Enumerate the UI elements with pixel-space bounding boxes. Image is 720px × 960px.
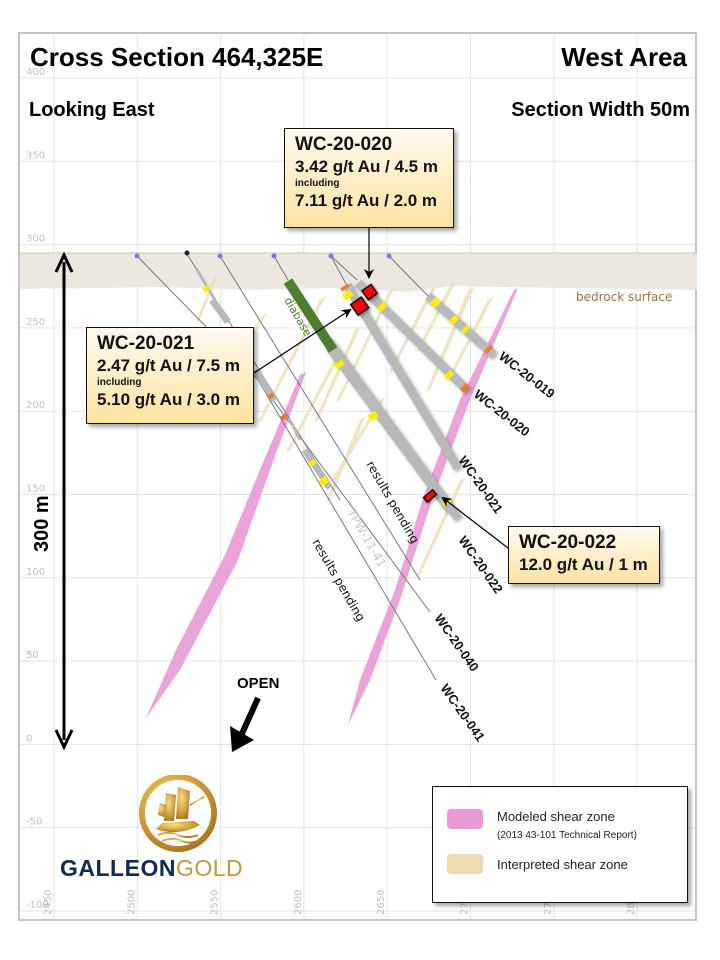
high-grade-wc-20-022: [422, 488, 438, 504]
x-tick-label: 2550: [210, 890, 221, 915]
y-tick-label: 100: [26, 567, 45, 578]
high-grade-markers: [349, 283, 438, 504]
y-tick-label: -50: [26, 817, 42, 828]
x-tick-label: 2500: [126, 890, 137, 915]
y-tick-label: 0: [26, 733, 32, 744]
collar-points: [134, 250, 392, 259]
legend-label-interpreted: Interpreted shear zone: [497, 857, 628, 872]
trace-diabase-hole: [326, 345, 454, 513]
logo-word-gold: GOLD: [175, 855, 244, 881]
tpw-11-41-label: TPW-11-41: [344, 506, 389, 570]
y-tick-label: 200: [26, 400, 45, 411]
callout-hole-id: WC-20-020: [295, 134, 393, 155]
logo-word-galleon: GALLEON: [60, 855, 176, 881]
logo-wordmark: GALLEONGOLD: [60, 855, 243, 882]
callout-grade-primary: 2.47 g/t Au / 7.5 m: [97, 356, 240, 375]
legend-label-modeled: Modeled shear zone: [497, 809, 615, 824]
y-tick-label: 250: [26, 317, 45, 328]
view-direction: Looking East: [29, 99, 155, 121]
callout-wc-20-020: WC-20-020 3.42 g/t Au / 4.5 m including …: [284, 128, 454, 228]
callout-grade-secondary: 7.11 g/t Au / 2.0 m: [295, 191, 438, 210]
area-title: West Area: [561, 42, 687, 72]
y-tick-label: 50: [26, 650, 39, 661]
hole-label-wc-20-022: WC-20-022: [456, 533, 506, 596]
x-tick-label: 2600: [293, 890, 304, 915]
overburden-band: [20, 253, 697, 292]
hole-label-wc-20-020: WC-20-020: [471, 387, 533, 440]
callout-including: including: [295, 178, 340, 189]
y-tick-label: -100: [26, 900, 49, 911]
diabase-unit: [283, 278, 338, 353]
callout-including: including: [97, 377, 142, 388]
galleon-ship-emblem-icon: [139, 775, 217, 852]
open-arrow-icon: [230, 696, 261, 752]
modeled-shear-zones: [146, 288, 518, 725]
x-tick-label: 27: [460, 902, 471, 915]
x-axis-ticks: 2450 2500 2550 2600 2650 27 27 28: [43, 890, 637, 915]
y-tick-label: 300: [26, 234, 45, 245]
callout-grade-secondary: 5.10 g/t Au / 3.0 m: [97, 390, 240, 409]
hole-label-wc-20-040: WC-20-040: [432, 611, 482, 674]
legend-swatch-modeled: [447, 809, 483, 829]
callout-hole-id: WC-20-021: [97, 333, 195, 354]
y-axis-ticks: 400 350 300 250 200 150 100 50 0 -50 -100: [26, 67, 49, 911]
assay-intervals: [202, 283, 494, 507]
callout-leaders: [253, 228, 509, 549]
galleon-gold-logo: GALLEONGOLD: [58, 775, 254, 883]
trace-wc-20-021: [343, 282, 462, 471]
x-tick-label: 27: [543, 902, 554, 915]
hole-label-wc-20-041: WC-20-041: [438, 681, 488, 744]
x-tick-label: 2650: [376, 890, 387, 915]
section-title: Cross Section 464,325E: [30, 42, 324, 72]
callout-wc-20-021: WC-20-021 2.47 g/t Au / 7.5 m including …: [86, 327, 254, 424]
callout-wc-20-022: WC-20-022 12.0 g/t Au / 1 m: [508, 526, 660, 584]
x-tick-label: 2450: [43, 890, 54, 915]
open-label: OPEN: [237, 675, 280, 692]
scale-bar: [54, 251, 74, 751]
legend-label-modeled-source: (2013 43-101 Technical Report): [497, 830, 637, 841]
legend: Modeled shear zone (2013 43-101 Technica…: [432, 786, 688, 903]
section-width: Section Width 50m: [511, 99, 690, 121]
high-grade-wc-20-021: [349, 296, 370, 317]
scale-bar-label: 300 m: [31, 495, 53, 552]
y-tick-label: 400: [26, 67, 45, 78]
leader-wc-20-021: [253, 308, 352, 374]
x-tick-label: 28: [626, 902, 637, 915]
y-tick-label: 150: [26, 484, 45, 495]
drill-traces: [324, 279, 497, 521]
high-grade-wc-20-020: [360, 283, 379, 301]
trace-wc-20-019: [425, 292, 497, 359]
hole-label-wc-20-019: WC-20-019: [496, 349, 558, 402]
leader-wc-20-022: [441, 496, 509, 549]
callout-grade-primary: 3.42 g/t Au / 4.5 m: [295, 157, 438, 176]
y-tick-label: 350: [26, 150, 45, 161]
callout-hole-id: WC-20-022: [519, 532, 617, 553]
callout-grade-primary: 12.0 g/t Au / 1 m: [519, 555, 648, 574]
hole-label-wc-20-021: WC-20-021: [456, 453, 506, 516]
bedrock-surface-label: bedrock surface: [576, 290, 672, 304]
legend-swatch-interpreted: [447, 854, 483, 874]
